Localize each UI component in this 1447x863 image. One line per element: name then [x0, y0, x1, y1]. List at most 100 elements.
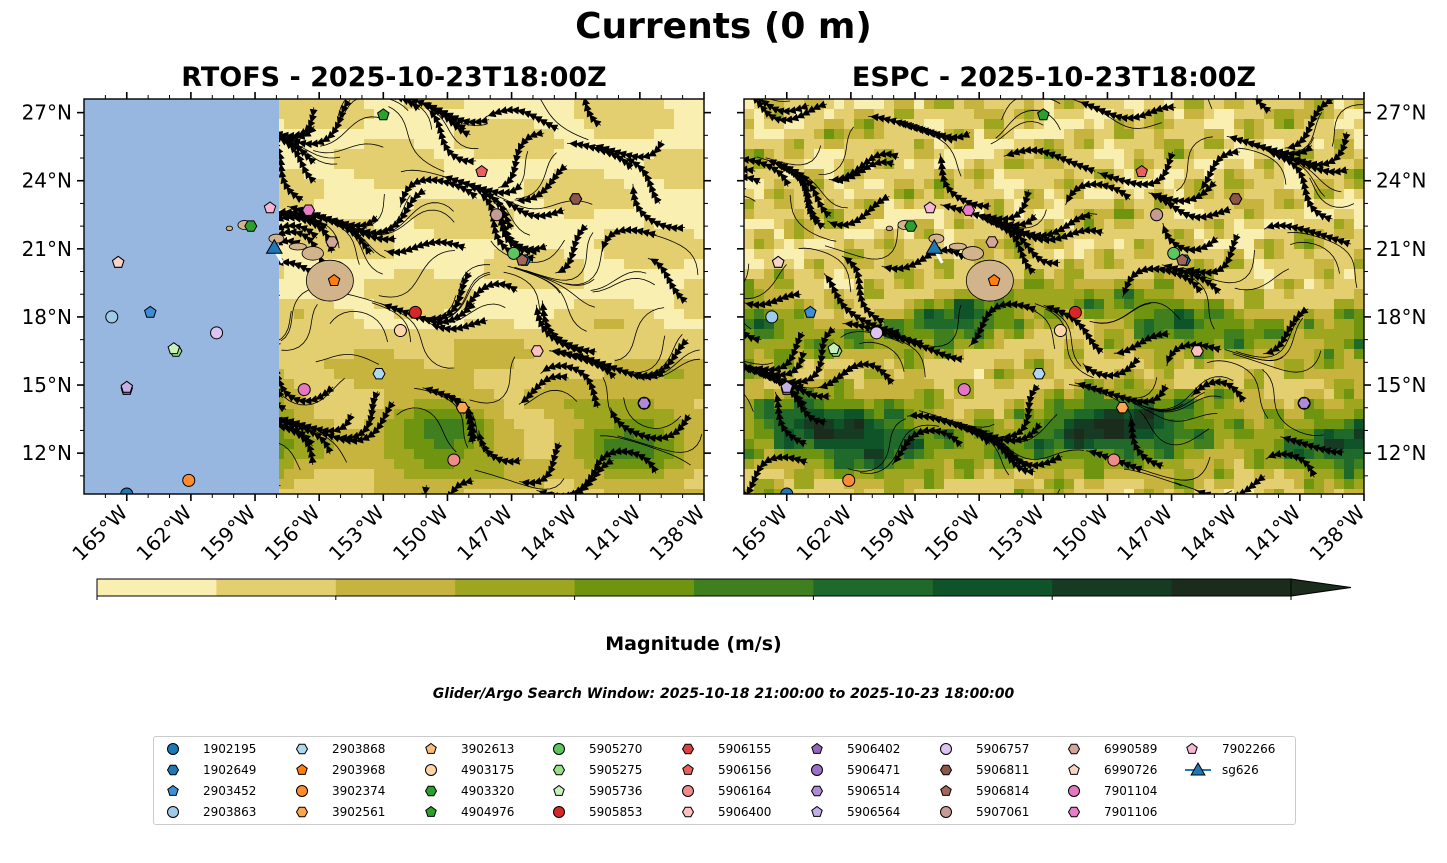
float-5906400-marker[interactable] [1190, 345, 1204, 357]
float-5906757-marker[interactable] [210, 326, 224, 340]
float-3902561-marker[interactable] [455, 402, 469, 414]
colorbar-segment [1171, 579, 1292, 596]
float-5906757-marker[interactable] [870, 326, 884, 340]
legend-marker [681, 743, 695, 755]
float-5906811-marker[interactable] [569, 193, 583, 205]
float-1902195-marker[interactable] [120, 487, 134, 500]
float-5905853-marker[interactable] [408, 305, 422, 319]
legend-symbol-icon [552, 764, 566, 776]
float-5906156-marker[interactable] [475, 164, 488, 177]
float-4904976-marker[interactable] [1037, 108, 1050, 121]
float-2903863-marker[interactable] [105, 310, 119, 324]
legend-symbol-icon [940, 784, 952, 796]
legend-marker [296, 785, 308, 797]
float-6990589-marker[interactable] [985, 236, 999, 248]
legend-label: 3902561 [332, 805, 386, 819]
float-5905270-marker[interactable] [1167, 246, 1181, 260]
colorbar-segment [335, 579, 456, 596]
espc-frame [743, 98, 1365, 495]
legend-symbol-icon [811, 742, 823, 754]
legend-marker [166, 764, 180, 776]
colorbar-segment [97, 579, 217, 596]
legend-symbol-icon [940, 806, 952, 818]
colorbar-segment [932, 579, 1053, 596]
legend-label: 3902374 [332, 784, 386, 798]
legend-symbol-icon [424, 785, 438, 797]
float-7901104-marker[interactable] [297, 383, 311, 397]
float-5906564-marker[interactable] [120, 380, 134, 393]
float-5906156-marker[interactable] [1135, 164, 1148, 177]
legend-label: 5905270 [589, 742, 643, 756]
float-4903320-marker[interactable] [244, 220, 258, 232]
float-5906514-marker[interactable] [637, 397, 651, 409]
float-5906400-marker[interactable] [530, 345, 544, 357]
float-3902374-marker[interactable] [182, 473, 196, 487]
float-5907061-marker[interactable] [1150, 208, 1164, 222]
rtofs-float-markers [105, 108, 651, 500]
legend-label: 4904976 [461, 805, 515, 819]
legend-label: 7901104 [1104, 784, 1158, 798]
float-5906514-marker[interactable] [1297, 397, 1311, 409]
float-6990726-marker[interactable] [111, 255, 125, 268]
lon-tick-label: 162°W [791, 500, 856, 565]
espc-panel-title: ESPC - 2025-10-23T18:00Z [851, 62, 1257, 93]
float-4903320-marker[interactable] [904, 220, 918, 232]
legend-symbol-icon [810, 785, 824, 797]
lat-tick-label: 12°N [22, 441, 72, 465]
float-5905736-marker[interactable] [167, 342, 181, 355]
float-5906814-marker[interactable] [1176, 253, 1189, 266]
lon-tick-label: 147°W [452, 500, 517, 565]
colorbar-segment [455, 579, 576, 596]
float-5905853-marker[interactable] [1068, 305, 1082, 319]
float-5906564-marker[interactable] [780, 380, 794, 393]
legend-label: 5906164 [718, 784, 772, 798]
float-7902266-marker[interactable] [923, 201, 937, 214]
float-7901106-marker[interactable] [301, 204, 316, 216]
glider-sg626-marker[interactable] [265, 238, 283, 254]
colorbar-segment [216, 579, 337, 596]
float-2903968-marker[interactable] [327, 273, 341, 286]
float-7901106-marker[interactable] [961, 204, 976, 216]
float-2903863-marker[interactable] [765, 310, 779, 324]
float-5905736-marker[interactable] [827, 342, 841, 355]
float-7901104-marker[interactable] [957, 383, 971, 397]
island-5 [225, 225, 233, 232]
float-5906164-marker[interactable] [447, 453, 461, 467]
float-3902374-marker[interactable] [842, 473, 856, 487]
float-7902266-marker[interactable] [263, 201, 277, 214]
legend: 1902195 1902649 2903452 2903863 2903868 29039… [153, 736, 1296, 825]
float-2903968-marker[interactable] [987, 273, 1001, 286]
float-5906164-marker[interactable] [1107, 453, 1121, 467]
float-2903868-marker[interactable] [1032, 368, 1046, 380]
float-6990589-marker[interactable] [325, 236, 339, 248]
legend-marker [424, 785, 438, 797]
float-4903175-marker[interactable] [1053, 324, 1067, 338]
colorbar-extend-arrow [1290, 578, 1352, 597]
legend-symbol-icon [296, 785, 308, 797]
float-3902561-marker[interactable] [1115, 402, 1129, 414]
float-5906814-marker[interactable] [516, 253, 529, 266]
legend-marker [811, 764, 823, 776]
lon-tick-label: 147°W [1112, 500, 1177, 565]
float-5905270-marker[interactable] [507, 246, 521, 260]
colorbar-segment [574, 579, 695, 596]
legend-label: 2903868 [332, 742, 386, 756]
float-2903452-marker[interactable] [804, 305, 817, 318]
legend-label: 5905736 [589, 784, 643, 798]
float-6990726-marker[interactable] [771, 255, 785, 268]
float-4903175-marker[interactable] [393, 324, 407, 338]
float-1902195-marker[interactable] [780, 487, 794, 500]
float-2903868-marker[interactable] [372, 368, 386, 380]
float-2903452-marker[interactable] [144, 305, 157, 318]
lon-tick-label: 156°W [260, 500, 325, 565]
float-5906811-marker[interactable] [1229, 193, 1243, 205]
lon-tick-label: 144°W [516, 500, 581, 565]
float-4904976-marker[interactable] [377, 108, 390, 121]
float-5907061-marker[interactable] [490, 208, 504, 222]
glider-sg626-marker[interactable] [925, 238, 943, 254]
espc-float-markers [765, 108, 1311, 500]
legend-marker [425, 764, 437, 776]
